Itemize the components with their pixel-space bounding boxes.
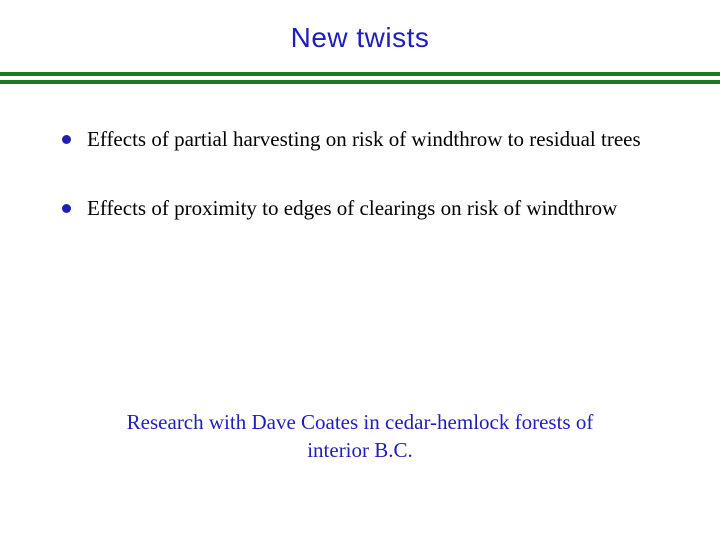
bullet-icon [62,135,71,144]
divider-line-bottom [0,80,720,84]
slide-title: New twists [0,0,720,72]
slide: New twists Effects of partial harvesting… [0,0,720,540]
bullet-text: Effects of proximity to edges of clearin… [87,195,617,222]
title-divider [0,72,720,84]
divider-line-top [0,72,720,76]
bullet-icon [62,204,71,213]
content-area: Effects of partial harvesting on risk of… [0,84,720,223]
bullet-text: Effects of partial harvesting on risk of… [87,126,641,153]
footer-caption: Research with Dave Coates in cedar-hemlo… [0,408,720,465]
list-item: Effects of partial harvesting on risk of… [62,126,658,153]
list-item: Effects of proximity to edges of clearin… [62,195,658,222]
